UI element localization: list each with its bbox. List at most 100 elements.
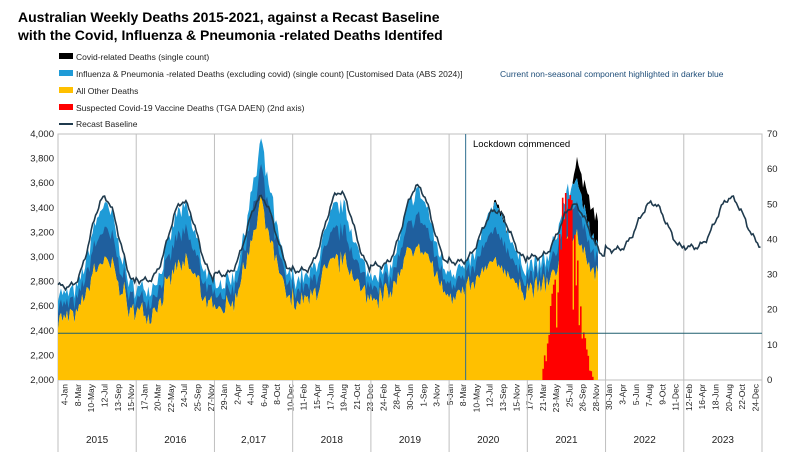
x-tick-label: 26-Sep [578,384,588,412]
chart-title-line2: with the Covid, Influenza & Pneumonia -r… [17,27,443,43]
vaccine-death-bar [574,234,576,380]
vaccine-bars [542,193,594,380]
x-tick-label: 12-Feb [684,384,694,411]
y-left-tick-label: 3,200 [30,227,54,238]
x-tick-label: 15-Nov [126,383,136,411]
legend-swatch-covid [59,53,73,59]
lockdown-annotation: Lockdown commenced [473,139,570,150]
vaccine-death-bar [542,368,544,380]
y-right-tick-label: 40 [767,234,778,245]
y-left-tick-label: 2,000 [30,375,54,386]
x-tick-label: 24-Jul [179,384,189,407]
y-left-tick-label: 3,600 [30,178,54,189]
x-tick-label: 17-Jan [139,384,149,410]
x-tick-label: 18-Jun [711,384,721,410]
x-tick-label: 11-Feb [299,384,309,411]
year-label: 2018 [321,435,344,446]
y-left-tick-label: 3,000 [30,252,54,263]
x-tick-label: 22-Oct [737,383,747,409]
vaccine-death-bar [587,355,590,380]
y-right-tick-label: 70 [767,129,778,140]
x-tick-label: 10-May [471,383,481,412]
legend-label-other: All Other Deaths [76,86,138,96]
vaccine-death-bar [566,238,568,380]
y-left-tick-label: 2,200 [30,350,54,361]
axes: 2,000 2,200 2,400 2,600 2,800 3,000 3,200 3,400… [30,129,778,452]
x-tick-label: 24-Dec [750,383,760,411]
vaccine-death-bar [575,285,578,380]
x-tick-label: 8-Mar [458,384,468,406]
x-tick-label: 21-Oct [352,383,362,409]
vaccine-death-bar [590,371,593,380]
y-right-tick-label: 60 [767,164,778,175]
x-tick-label: 4-Jan [60,384,70,406]
recast-baseline-line [57,183,761,292]
x-tick-label: 21-Mar [538,384,548,411]
vaccine-death-bar [580,306,582,380]
x-tick-label: 16-Apr [697,384,707,410]
influenza-nonseasonal-area [58,164,598,330]
vaccine-death-bar [543,355,546,380]
x-tick-label: 28-Apr [392,384,402,410]
y-left-tick-label: 4,000 [30,129,54,140]
legend-label-influenza: Influenza & Pneumonia -related Deaths (e… [76,69,462,79]
year-label: 2023 [712,435,735,446]
x-tick-label: 28-Nov [591,383,601,411]
plot-areas [58,138,598,380]
x-tick-label: 7-Aug [644,384,654,407]
vaccine-death-bar [584,338,587,380]
y-right-tick-label: 30 [767,270,778,281]
year-label: 2,017 [241,435,266,446]
legend-label-vaccine: Suspected Covid-19 Vaccine Deaths (TGA D… [76,103,305,113]
y-left-tick-label: 2,800 [30,277,54,288]
legend: Covid-related Deaths (single count) Infl… [59,52,724,129]
x-tick-label: 10-Dec [285,383,295,411]
y-right-tick-label: 50 [767,199,778,210]
x-tick-label: 24-Feb [378,384,388,411]
x-tick-label: 5-Jun [631,384,641,406]
other-deaths-area [58,195,598,380]
vaccine-death-bar [561,197,564,380]
x-tick-label: 1-Sep [418,384,428,407]
chart-title-line1: Australian Weekly Deaths 2015-2021, agai… [18,9,440,25]
legend-note: Current non-seasonal component highlight… [500,69,724,79]
plot-lines [57,134,762,380]
x-tick-label: 15-Nov [511,383,521,411]
y-left-tick-label: 3,800 [30,154,54,165]
y-left-tick-label: 2,600 [30,301,54,312]
x-tick-label: 3-Nov [432,383,442,406]
x-tick-label: 22-May [166,383,176,412]
vaccine-death-bar [552,284,555,380]
vaccine-death-bar [549,306,552,380]
y-left-tick-label: 2,400 [30,326,54,337]
x-tick-label: 10-May [86,383,96,412]
vaccine-death-bar [583,332,585,380]
vaccine-death-bar [546,343,549,380]
x-tick-label: 4-Jun [246,384,256,406]
vaccine-death-bar [571,200,573,380]
vaccine-death-bar [569,195,572,380]
x-tick-label: 17-Jun [325,384,335,410]
x-tick-label: 30-Jan [604,384,614,410]
x-tick-label: 2-Apr [232,384,242,405]
vaccine-death-bar [554,279,556,380]
x-tick-label: 8-Mar [73,384,83,406]
y-right-tick-label: 0 [767,375,772,386]
vaccine-death-bar [586,349,588,380]
y-right-tick-label: 20 [767,305,778,316]
year-label: 2022 [634,435,657,446]
x-tick-label: 20-Aug [724,384,734,412]
vaccine-death-bar [560,249,562,380]
x-tick-label: 13-Sep [113,384,123,412]
vaccine-death-bar [567,198,570,380]
y-left-tick-label: 3,400 [30,203,54,214]
y-right-tick-label: 10 [767,340,778,351]
x-tick-label: 15-Apr [312,384,322,410]
x-tick-label: 5-Jan [445,384,455,406]
year-label: 2021 [555,435,578,446]
x-tick-label: 12-Jul [99,384,109,407]
legend-label-covid: Covid-related Deaths (single count) [76,52,209,62]
x-tick-label: 12-Jul [485,384,495,407]
vaccine-death-bar [545,361,547,380]
